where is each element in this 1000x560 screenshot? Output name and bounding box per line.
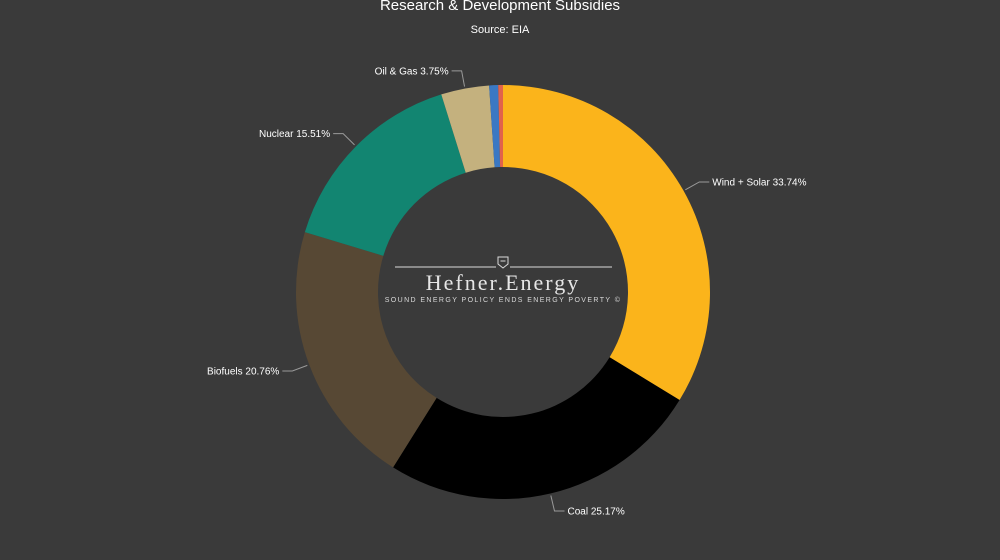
slice-label: Wind + Solar 33.74% (712, 177, 806, 188)
leader-line (333, 133, 355, 146)
chart-title: Research & Development Subsidies (379, 0, 621, 14)
leader-line (550, 495, 565, 512)
leader-line (685, 181, 710, 191)
slice-wind-solar[interactable] (503, 85, 710, 401)
logo-name: Hefner.Energy (426, 270, 581, 295)
shield-icon (497, 256, 509, 269)
slice-unlabeled-5[interactable] (489, 85, 501, 168)
slice-biofuels[interactable] (296, 232, 437, 468)
slice-nuclear[interactable] (304, 94, 466, 256)
slice-label: Nuclear 15.51% (259, 129, 330, 140)
logo-tagline: SOUND ENERGY POLICY ENDS ENERGY POVERTY … (385, 296, 622, 304)
slice-coal[interactable] (393, 357, 680, 499)
slice-label: Biofuels 20.76% (207, 367, 279, 378)
donut-slices (296, 85, 710, 499)
slice-unlabeled-6[interactable] (498, 85, 503, 168)
leader-line (451, 70, 466, 87)
slice-labels: Wind + Solar 33.74% Coal 25.17% Biofuels 2… (207, 66, 807, 517)
slice-label: Coal 25.17% (567, 507, 624, 518)
leader-line (282, 364, 308, 372)
chart-subtitle: Source: EIA (470, 24, 530, 36)
watermark-logo: Hefner.Energy SOUND ENERGY POLICY ENDS E… (385, 256, 622, 304)
slice-oil-gas[interactable] (441, 85, 495, 173)
slice-label: Oil & Gas 3.75% (375, 66, 449, 77)
